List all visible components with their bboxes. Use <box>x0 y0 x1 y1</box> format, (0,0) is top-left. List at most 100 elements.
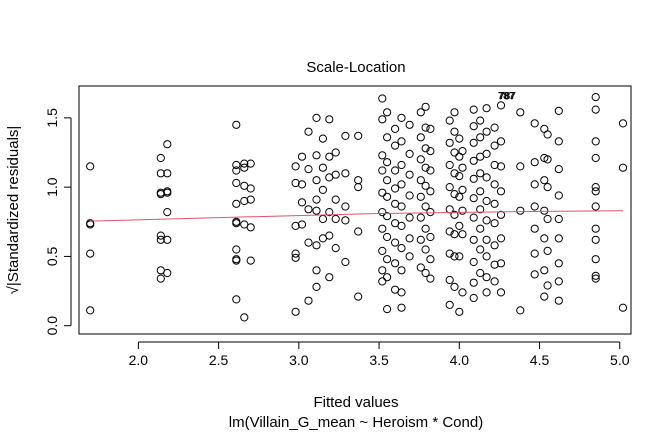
data-point <box>421 224 430 233</box>
data-point <box>86 306 95 315</box>
data-point <box>397 221 406 230</box>
data-point <box>490 277 499 286</box>
data-point <box>383 305 392 314</box>
data-point <box>163 188 172 197</box>
data-point <box>378 188 387 197</box>
data-point <box>312 206 321 215</box>
data-point <box>312 151 321 160</box>
data-point <box>591 235 600 244</box>
data-point <box>397 288 406 297</box>
data-point <box>354 131 363 140</box>
data-point <box>312 282 321 291</box>
data-point <box>416 263 425 272</box>
data-point <box>591 153 600 163</box>
x-tick-label: 2.0 <box>129 352 149 368</box>
data-point <box>325 273 334 282</box>
data-point <box>416 213 425 222</box>
data-point <box>378 151 387 160</box>
data-point <box>405 120 414 129</box>
data-point <box>426 208 435 217</box>
data-point <box>232 120 241 129</box>
data-point <box>383 158 392 167</box>
data-points <box>86 93 628 322</box>
data-point <box>426 255 435 264</box>
data-point <box>391 124 400 133</box>
data-point <box>383 108 392 117</box>
data-point <box>354 292 363 301</box>
data-point <box>86 249 95 258</box>
data-point <box>591 183 600 192</box>
data-point <box>378 115 387 124</box>
data-point <box>391 259 400 268</box>
data-point <box>325 115 334 124</box>
data-point <box>416 108 425 117</box>
data-point <box>246 195 255 204</box>
x-axis-label: Fitted values <box>313 394 398 411</box>
data-point <box>554 137 563 146</box>
data-point <box>455 134 464 143</box>
data-point <box>516 108 525 117</box>
data-point <box>543 155 552 164</box>
data-point <box>86 162 95 171</box>
data-point <box>455 172 464 181</box>
data-point <box>391 166 400 175</box>
data-point <box>304 127 313 136</box>
x-tick-label: 4.0 <box>450 352 470 368</box>
data-point <box>397 113 406 123</box>
data-point <box>397 160 406 170</box>
data-point <box>543 130 552 139</box>
data-point <box>591 271 600 280</box>
data-point <box>450 190 459 199</box>
data-point <box>318 163 327 172</box>
data-point <box>469 174 478 183</box>
data-point <box>530 270 539 279</box>
data-point <box>341 131 350 140</box>
model-formula-label: lm(Villain_G_mean ~ Heroism * Cond) <box>229 414 483 431</box>
x-tick-label: 3.5 <box>369 352 389 368</box>
data-point <box>397 244 406 253</box>
data-point <box>391 238 400 247</box>
data-point <box>405 252 414 261</box>
data-point <box>450 108 459 117</box>
x-tick-label: 5.0 <box>610 352 630 368</box>
data-point <box>416 192 425 201</box>
data-point <box>482 127 491 136</box>
data-point <box>458 185 467 194</box>
data-point <box>312 266 321 275</box>
data-point <box>458 288 467 297</box>
data-point <box>450 252 459 261</box>
data-point <box>405 191 414 200</box>
data-point <box>469 138 478 147</box>
data-point <box>591 202 600 211</box>
data-point <box>450 148 459 157</box>
data-point <box>543 246 552 255</box>
smoother-line <box>90 210 624 222</box>
data-point <box>476 133 485 142</box>
data-point <box>591 274 600 283</box>
data-point <box>331 170 340 179</box>
data-point <box>297 220 307 229</box>
data-point <box>318 134 327 143</box>
data-point <box>450 127 459 136</box>
data-point <box>530 119 539 128</box>
data-point <box>458 230 467 239</box>
data-point <box>232 160 241 170</box>
data-point <box>554 296 563 305</box>
data-point <box>341 202 350 211</box>
data-point <box>540 266 549 275</box>
data-point <box>476 116 485 125</box>
data-point <box>383 273 392 282</box>
data-point <box>618 119 628 128</box>
data-point <box>378 208 387 217</box>
data-point <box>304 205 313 214</box>
data-point <box>496 187 506 196</box>
data-point <box>426 147 435 156</box>
data-point <box>490 241 499 250</box>
data-point <box>246 184 255 193</box>
data-point <box>383 232 392 242</box>
data-point <box>445 116 454 125</box>
data-point <box>397 266 406 275</box>
data-point <box>445 160 454 170</box>
outlier-label: 787 <box>499 91 516 102</box>
data-point <box>397 137 406 146</box>
